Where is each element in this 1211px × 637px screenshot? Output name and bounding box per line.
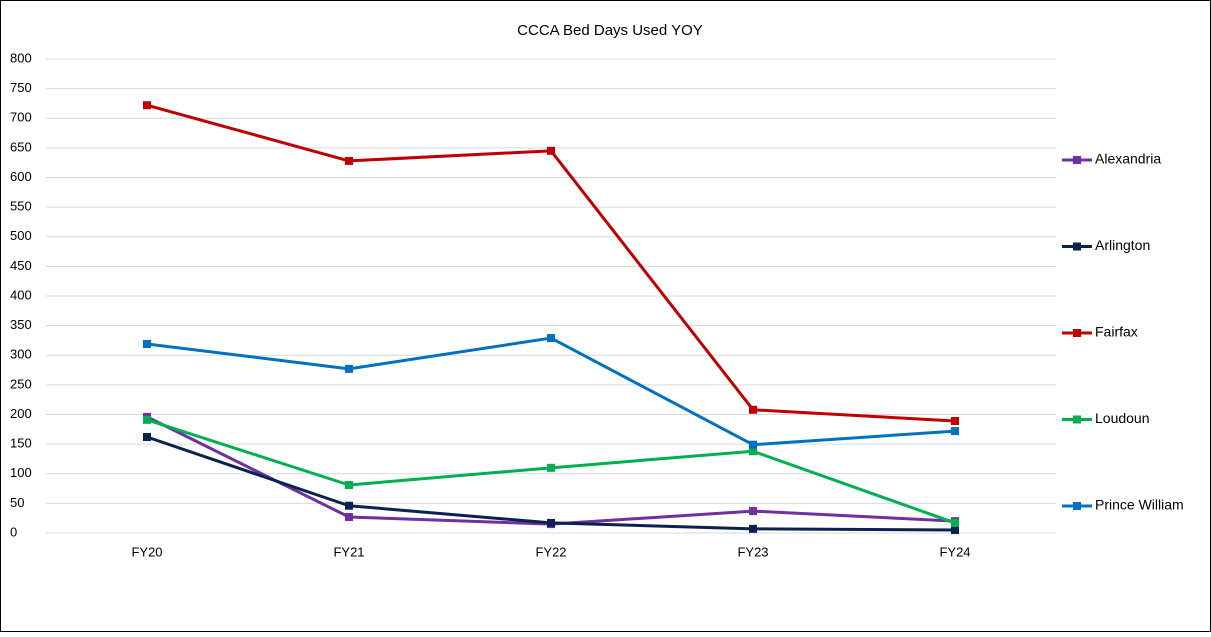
y-tick-label: 350 bbox=[10, 317, 32, 332]
legend-label: Arlington bbox=[1095, 237, 1150, 253]
y-tick-label: 550 bbox=[10, 199, 32, 214]
legend-label: Loudoun bbox=[1095, 410, 1150, 426]
data-point bbox=[143, 433, 151, 442]
data-point bbox=[749, 524, 757, 533]
chart-title: CCCA Bed Days Used YOY bbox=[517, 22, 703, 39]
y-tick-label: 300 bbox=[10, 347, 32, 362]
legend-marker bbox=[1073, 156, 1081, 164]
y-tick-label: 600 bbox=[10, 169, 32, 184]
legend-marker bbox=[1073, 502, 1081, 510]
x-tick-label: FY24 bbox=[939, 544, 970, 559]
y-tick-label: 450 bbox=[10, 258, 32, 273]
legend-marker bbox=[1073, 329, 1081, 337]
y-tick-label: 650 bbox=[10, 139, 32, 154]
legend-label: Fairfax bbox=[1095, 324, 1138, 340]
legend-marker bbox=[1073, 242, 1081, 251]
data-point bbox=[951, 427, 959, 436]
x-tick-label: FY23 bbox=[737, 544, 768, 559]
data-point bbox=[749, 447, 757, 456]
x-tick-label: FY21 bbox=[333, 544, 364, 559]
data-point bbox=[951, 526, 959, 535]
data-point bbox=[547, 518, 555, 527]
data-point bbox=[143, 339, 151, 348]
data-point bbox=[345, 364, 353, 373]
x-tick-label: FY20 bbox=[131, 544, 162, 559]
y-tick-label: 700 bbox=[10, 110, 32, 125]
legend-marker bbox=[1073, 415, 1081, 424]
data-point bbox=[345, 501, 353, 510]
y-tick-label: 100 bbox=[10, 465, 32, 480]
y-tick-label: 50 bbox=[10, 495, 24, 510]
y-tick-label: 750 bbox=[10, 80, 32, 95]
data-point bbox=[547, 463, 555, 472]
data-point bbox=[345, 481, 353, 490]
y-tick-label: 0 bbox=[10, 524, 17, 539]
data-point bbox=[345, 513, 353, 522]
data-point bbox=[345, 156, 353, 165]
data-point bbox=[143, 101, 151, 110]
data-point bbox=[547, 334, 555, 343]
y-tick-label: 200 bbox=[10, 406, 32, 421]
y-tick-label: 250 bbox=[10, 376, 32, 391]
y-tick-label: 500 bbox=[10, 228, 32, 243]
data-point bbox=[749, 507, 757, 516]
legend-label: Prince William bbox=[1095, 497, 1184, 513]
data-point bbox=[749, 440, 757, 449]
y-tick-label: 150 bbox=[10, 436, 32, 451]
y-tick-label: 800 bbox=[10, 50, 32, 65]
x-tick-label: FY22 bbox=[535, 544, 566, 559]
data-point bbox=[951, 518, 959, 527]
data-point bbox=[951, 417, 959, 426]
data-point bbox=[547, 146, 555, 155]
legend-label: Alexandria bbox=[1095, 151, 1161, 167]
data-point bbox=[143, 415, 151, 424]
y-tick-label: 400 bbox=[10, 287, 32, 302]
data-point bbox=[749, 405, 757, 414]
